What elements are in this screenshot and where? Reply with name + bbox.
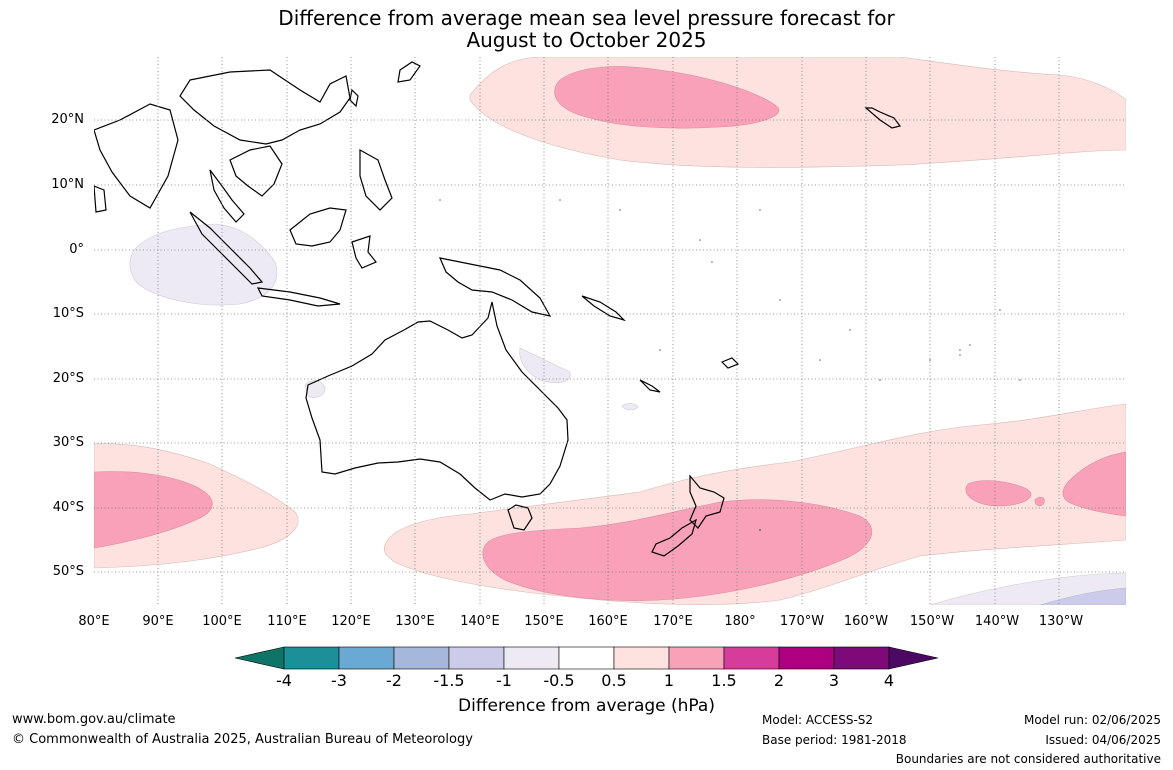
colorbar-tick: 3 <box>828 671 840 690</box>
colorbar-tick: -1.5 <box>433 671 465 690</box>
anomaly-region-se-pacific-core <box>1062 451 1126 517</box>
lon-label: 130°E <box>395 614 435 629</box>
islands-dots <box>439 199 1021 531</box>
chart-title-line2: August to October 2025 <box>466 28 707 52</box>
lat-label: 0° <box>69 242 84 257</box>
coastline-philippines <box>359 148 393 211</box>
colorbar-tick: -1 <box>496 671 512 690</box>
lon-label: 170°W <box>779 614 825 629</box>
anomaly-region-pacific-small <box>965 480 1032 507</box>
lon-label: 150°E <box>524 614 564 629</box>
graticule <box>94 57 1126 605</box>
anomaly-region-tasman-negative <box>621 403 639 411</box>
anomaly-region-southern-ocean-core <box>482 499 873 601</box>
coastline-java <box>256 287 341 307</box>
anomaly-region-north-pacific <box>469 57 1126 168</box>
disclaimer-text: Boundaries are not considered authoritat… <box>895 752 1161 766</box>
colorbar-arrow-low <box>234 646 285 670</box>
colorbar-swatch <box>613 646 670 670</box>
colorbar-tick: 2 <box>773 671 785 690</box>
colorbar-swatch <box>283 646 340 670</box>
colorbar-tick: 1 <box>663 671 675 690</box>
lon-label: 80°E <box>78 614 110 629</box>
coastline-india <box>94 103 179 209</box>
coastline-china <box>179 69 351 145</box>
lon-label: 140°E <box>460 614 500 629</box>
colorbar-swatch <box>503 646 560 670</box>
colorbar-label: Difference from average (hPa) <box>458 696 715 716</box>
colorbar-swatch <box>723 646 780 670</box>
colorbar-tick: -4 <box>276 671 292 690</box>
colorbar-tick: 0.5 <box>601 671 627 690</box>
coastline-new-zealand-north <box>689 474 725 529</box>
lat-label: 20°S <box>52 371 84 386</box>
lon-label: 150°W <box>909 614 955 629</box>
coastline-borneo <box>289 207 347 247</box>
lon-label: 120°E <box>331 614 371 629</box>
anomaly-region-north-pacific-core <box>554 66 780 129</box>
coastline-new-guinea <box>438 257 552 317</box>
colorbar-swatch <box>778 646 835 670</box>
coastline-tasmania <box>507 504 533 531</box>
lon-label: 140°W <box>974 614 1020 629</box>
coastline-new-caledonia <box>639 379 661 393</box>
chart-title-line1: Difference from average mean sea level p… <box>278 6 895 30</box>
lat-label: 10°N <box>51 177 84 192</box>
lon-label: 100°E <box>202 614 242 629</box>
anomaly-shading <box>94 57 1126 605</box>
anomaly-region-south-indian-core <box>94 471 213 549</box>
model-run-date: Model run: 02/06/2025 <box>1023 713 1161 727</box>
lat-label: 40°S <box>52 500 84 515</box>
coastline-indochina <box>229 145 283 197</box>
copyright-text: © Commonwealth of Australia 2025, Austra… <box>12 732 473 747</box>
coastline-sri-lanka <box>94 185 107 213</box>
colorbar <box>234 646 939 670</box>
coastline-malay-peninsula <box>209 169 245 223</box>
lat-label: 10°S <box>52 306 84 321</box>
lat-label: 30°S <box>52 435 84 450</box>
colorbar-tick: 1.5 <box>711 671 737 690</box>
lon-label: 170°E <box>653 614 693 629</box>
coastline-new-zealand-south <box>651 518 697 557</box>
coastline-fiji <box>720 357 740 369</box>
lon-label: 130°W <box>1038 614 1084 629</box>
coastline-australia <box>305 301 569 501</box>
colorbar-swatch <box>668 646 725 670</box>
colorbar-swatch <box>558 646 615 670</box>
colorbar-tick: -3 <box>331 671 347 690</box>
lon-label: 160°E <box>588 614 628 629</box>
lon-label: 90°E <box>142 614 174 629</box>
anomaly-region-coral-sea-negative <box>519 347 571 384</box>
colorbar-tick: -2 <box>386 671 402 690</box>
colorbar-tick: -0.5 <box>543 671 575 690</box>
website-link[interactable]: www.bom.gov.au/climate <box>12 712 176 727</box>
colorbar-swatch <box>338 646 395 670</box>
coastline-taiwan <box>349 88 359 108</box>
lat-label: 20°N <box>51 112 84 127</box>
issued-date: Issued: 04/06/2025 <box>1045 733 1161 747</box>
colorbar-swatch <box>833 646 890 670</box>
anomaly-region-pacific-tiny <box>1034 496 1045 507</box>
colorbar-swatch <box>448 646 505 670</box>
coastlines <box>94 61 902 557</box>
lon-label: 180° <box>724 614 756 629</box>
anomaly-region-wa-negative <box>304 380 326 398</box>
colorbar-arrow-high <box>888 646 939 670</box>
base-period: Base period: 1981-2018 <box>762 733 907 747</box>
coastline-solomon-islands <box>581 295 627 322</box>
coastline-sumatra <box>189 211 264 285</box>
lon-label: 160°W <box>843 614 889 629</box>
colorbar-swatch <box>393 646 450 670</box>
model-name: Model: ACCESS-S2 <box>762 713 874 727</box>
coastline-japan <box>397 61 421 83</box>
lat-label: 50°S <box>52 564 84 579</box>
anomaly-region-far-se-pacific-core <box>1039 587 1126 605</box>
coastline-sulawesi <box>351 235 377 269</box>
anomaly-region-indonesia-negative <box>129 223 278 306</box>
coastline-hawaii <box>864 107 902 129</box>
colorbar-tick: 4 <box>883 671 895 690</box>
lon-label: 110°E <box>267 614 307 629</box>
